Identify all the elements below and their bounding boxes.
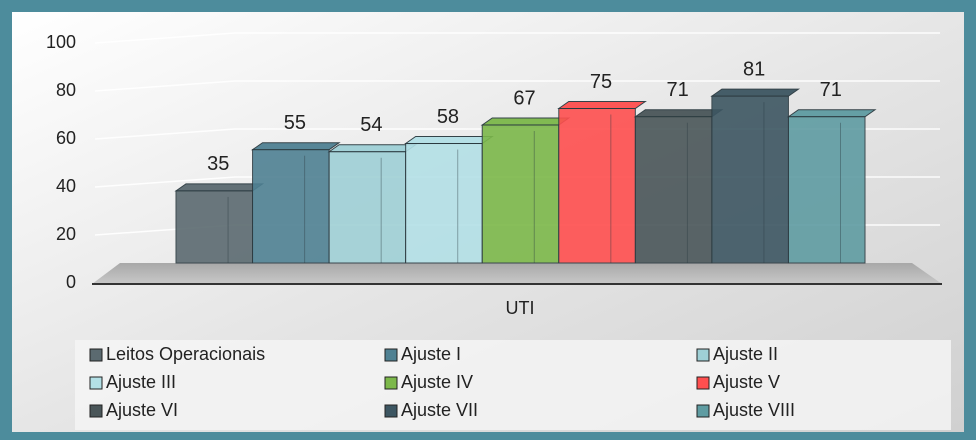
legend-label: Ajuste V bbox=[713, 372, 780, 392]
legend-swatch bbox=[384, 404, 398, 418]
bar bbox=[558, 108, 636, 264]
y-tick-label: 100 bbox=[46, 32, 76, 52]
legend-label: Leitos Operacionais bbox=[106, 344, 265, 364]
legend-swatch bbox=[384, 348, 398, 362]
bar bbox=[405, 143, 483, 264]
bar-top bbox=[174, 183, 265, 192]
y-tick-label: 0 bbox=[66, 272, 76, 292]
bar-top bbox=[633, 109, 724, 118]
bar-top bbox=[250, 142, 341, 151]
bar-top bbox=[557, 101, 647, 109]
legend-swatch bbox=[696, 348, 710, 362]
legend-label: Ajuste VII bbox=[401, 400, 478, 420]
data-label: 71 bbox=[820, 79, 842, 101]
grid-line bbox=[94, 80, 940, 92]
legend-label: Ajuste II bbox=[713, 344, 778, 364]
legend-swatch bbox=[89, 404, 103, 418]
floor bbox=[92, 263, 942, 284]
y-tick-label: 80 bbox=[56, 80, 76, 100]
legend-label: Ajuste VI bbox=[106, 400, 178, 420]
bar-top bbox=[710, 88, 801, 97]
data-label: 75 bbox=[590, 71, 612, 93]
legend-swatch bbox=[89, 348, 103, 362]
data-label: 67 bbox=[513, 87, 535, 109]
legend-swatch bbox=[696, 404, 710, 418]
data-label: 58 bbox=[437, 106, 459, 128]
bar bbox=[711, 95, 789, 264]
legend-box bbox=[75, 340, 951, 430]
bar bbox=[481, 124, 560, 264]
bar bbox=[634, 116, 713, 264]
bar-top bbox=[786, 109, 877, 118]
data-label: 54 bbox=[360, 114, 382, 136]
y-tick-label: 60 bbox=[56, 128, 76, 148]
y-tick-label: 20 bbox=[56, 224, 76, 244]
legend-swatch bbox=[89, 376, 103, 390]
y-tick-label: 40 bbox=[56, 176, 76, 196]
grid-line bbox=[94, 32, 940, 44]
legend-label: Ajuste I bbox=[401, 344, 461, 364]
legend-swatch bbox=[384, 376, 398, 390]
legend-label: Ajuste IV bbox=[401, 372, 473, 392]
data-label: 35 bbox=[207, 153, 229, 175]
bar-top bbox=[404, 136, 494, 145]
data-label: 81 bbox=[743, 58, 765, 80]
legend-label: Ajuste III bbox=[106, 372, 176, 392]
bar bbox=[175, 190, 254, 264]
bar bbox=[252, 149, 330, 264]
bar-top bbox=[327, 144, 418, 153]
x-tick-label: UTI bbox=[506, 298, 535, 318]
bar bbox=[787, 116, 866, 264]
bar-top bbox=[480, 117, 571, 126]
legend-label: Ajuste VIII bbox=[713, 400, 795, 420]
bar bbox=[328, 151, 407, 264]
legend-swatch bbox=[696, 376, 710, 390]
data-label: 71 bbox=[666, 79, 688, 101]
data-label: 55 bbox=[284, 112, 306, 134]
